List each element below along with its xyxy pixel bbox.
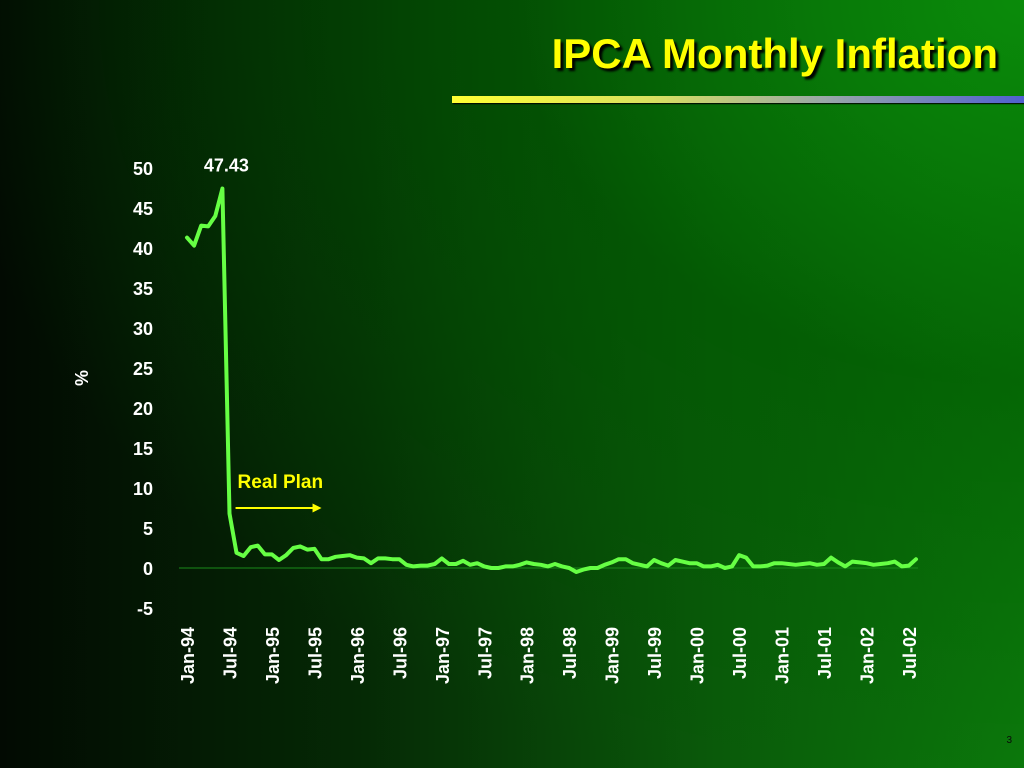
- ipca-series-line: [185, 186, 918, 574]
- x-tick-label: Jan-98: [518, 627, 538, 684]
- x-tick-label: Jul-02: [900, 627, 920, 679]
- x-tick-label: Jul-99: [645, 627, 665, 679]
- x-tick-label: Jan-94: [178, 627, 198, 684]
- real-plan-label: Real Plan: [238, 472, 324, 493]
- x-tick-label: Jan-97: [433, 627, 453, 684]
- x-tick-label: Jul-96: [390, 627, 410, 679]
- page-number: 3: [1006, 735, 1012, 746]
- x-tick-label: Jan-02: [857, 627, 877, 684]
- y-tick-label: 10: [133, 479, 153, 499]
- y-tick-label: 20: [133, 399, 153, 419]
- y-tick-label: 35: [133, 279, 153, 299]
- chart-annotations: 47.43 Real Plan: [204, 156, 323, 513]
- y-tick-label: 5: [143, 519, 153, 539]
- y-tick-label: 0: [143, 559, 153, 579]
- x-axis-ticks: Jan-94 Jul-94 Jan-95 Jul-95 Jan-96 Jul-96 Jan-…: [178, 627, 920, 684]
- x-tick-label: Jan-95: [263, 627, 283, 684]
- title-underline-bar: [452, 96, 1024, 103]
- x-tick-label: Jul-95: [305, 627, 325, 679]
- y-tick-label: -5: [137, 599, 153, 619]
- x-tick-label: Jul-97: [475, 627, 495, 679]
- x-tick-label: Jan-99: [603, 627, 623, 684]
- y-tick-label: 30: [133, 319, 153, 339]
- y-tick-label: 50: [133, 159, 153, 179]
- y-tick-label: 45: [133, 199, 153, 219]
- x-tick-label: Jul-98: [560, 627, 580, 679]
- slide-title: IPCA Monthly Inflation: [551, 30, 998, 77]
- x-tick-label: Jan-01: [773, 627, 793, 684]
- y-tick-label: 15: [133, 439, 153, 459]
- x-tick-label: Jul-94: [220, 627, 240, 679]
- y-tick-label: 25: [133, 359, 153, 379]
- x-tick-label: Jan-96: [348, 627, 368, 684]
- x-tick-label: Jan-00: [688, 627, 708, 684]
- real-plan-arrow-head: [312, 503, 322, 513]
- y-axis-label: %: [72, 370, 92, 386]
- x-tick-label: Jul-00: [730, 627, 750, 679]
- x-tick-label: Jul-01: [815, 627, 835, 679]
- y-tick-label: 40: [133, 239, 153, 259]
- peak-value-label: 47.43: [204, 156, 249, 176]
